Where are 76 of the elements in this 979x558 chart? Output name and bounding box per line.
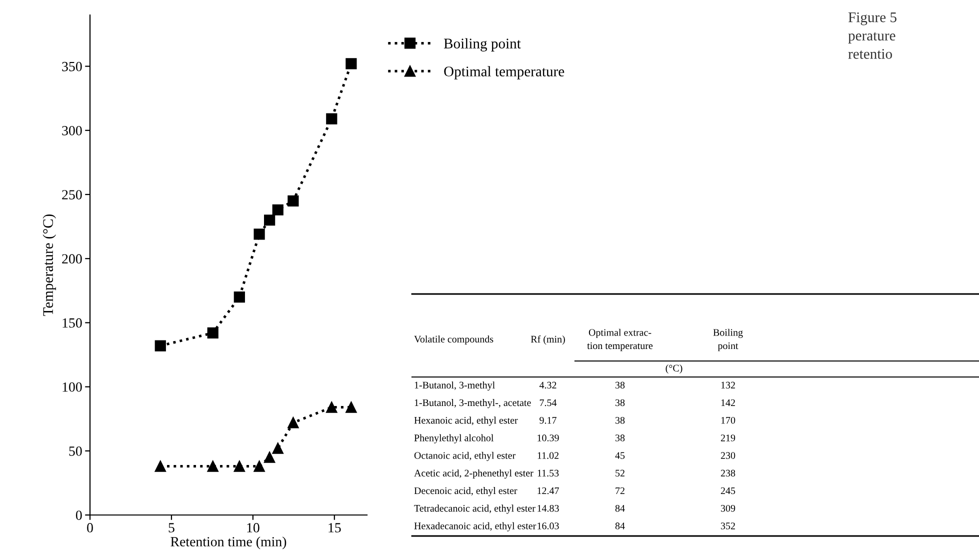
point — [272, 204, 284, 216]
text: Optimal extrac- tion temperature — [587, 328, 653, 352]
point — [326, 402, 338, 413]
text: 245 — [720, 487, 736, 494]
point — [234, 291, 245, 303]
text: 4.32 — [539, 382, 556, 389]
text: 14.83 — [538, 504, 559, 512]
y-tick-label: 100 — [62, 382, 82, 392]
text: 142 — [721, 399, 735, 406]
text: Hexadecanoic acid, ethyl ester — [414, 522, 536, 532]
point — [272, 442, 284, 454]
text: 84 — [615, 522, 625, 530]
text: 16.03 — [538, 522, 559, 530]
text: Phenylethyl alcohol — [414, 434, 494, 444]
text: 11.53 — [538, 470, 559, 477]
point — [234, 460, 245, 472]
text: Acetic acid, 2-phenethyl ester — [414, 469, 534, 479]
text: 230 — [720, 452, 736, 459]
x-tick-label: 5 — [168, 523, 174, 532]
text: 309 — [720, 504, 736, 512]
y-tick-label: 150 — [62, 318, 82, 328]
y-tick-label: 0 — [76, 510, 82, 520]
text: 219 — [720, 434, 736, 442]
x-tick-label: 10 — [247, 523, 260, 532]
point — [326, 113, 338, 124]
text: 12.47 — [538, 487, 559, 494]
text: 10.39 — [538, 434, 559, 442]
y-tick-label: 350 — [62, 62, 82, 72]
text: 170 — [721, 416, 736, 424]
text: 38 — [615, 416, 625, 424]
text: 1-Butanol, 3-methyl — [414, 381, 495, 391]
point — [207, 327, 218, 339]
text: Hexanoic acid, ethyl ester — [414, 416, 518, 426]
text: 45 — [615, 452, 625, 459]
y-tick-label: 300 — [62, 126, 82, 136]
point — [207, 460, 218, 472]
legend-label: Boiling point — [444, 38, 521, 52]
point — [288, 195, 299, 206]
point — [264, 214, 276, 226]
point — [254, 228, 265, 240]
legend-label: Optimal temperature — [444, 66, 564, 80]
text: 9.17 — [540, 416, 556, 424]
text: 38 — [615, 399, 625, 406]
text: 11.02 — [538, 452, 559, 459]
point — [346, 402, 357, 413]
y-tick-label: 200 — [62, 254, 82, 264]
text: 72 — [616, 487, 624, 494]
point — [154, 340, 166, 352]
x-tick-label: 15 — [328, 523, 341, 532]
y-tick-label: 250 — [62, 190, 82, 200]
text: 132 — [721, 382, 735, 389]
point — [288, 417, 299, 428]
x-tick-label: 0 — [87, 523, 93, 532]
point — [154, 460, 166, 472]
text: Tetradecanoic acid, ethyl ester — [414, 504, 536, 514]
point — [254, 460, 265, 472]
text: Volatile compounds — [414, 335, 494, 345]
text: Decenoic acid, ethyl ester — [414, 487, 518, 496]
text: 1-Butanol, 3-methyl-, acetate — [414, 399, 531, 408]
y-axis-title: Temperature (°C) — [42, 214, 56, 316]
text: Boiling point — [713, 328, 743, 352]
text: 84 — [615, 504, 625, 512]
text: 38 — [615, 434, 625, 442]
x-axis-title: Retention time (min) — [170, 536, 286, 550]
text: 238 — [720, 470, 736, 477]
text: 7.54 — [540, 399, 557, 406]
point — [346, 58, 357, 70]
text: (°C) — [666, 364, 682, 374]
text: 352 — [720, 522, 735, 530]
point — [264, 452, 276, 463]
text: 52 — [616, 470, 624, 477]
text: Rf (min) — [530, 335, 565, 345]
y-tick-label: 50 — [69, 446, 82, 456]
text: Octanoic acid, ethyl ester — [414, 452, 516, 461]
text: 38 — [615, 382, 625, 389]
caption: Figure 5 perature retentio — [848, 12, 896, 59]
